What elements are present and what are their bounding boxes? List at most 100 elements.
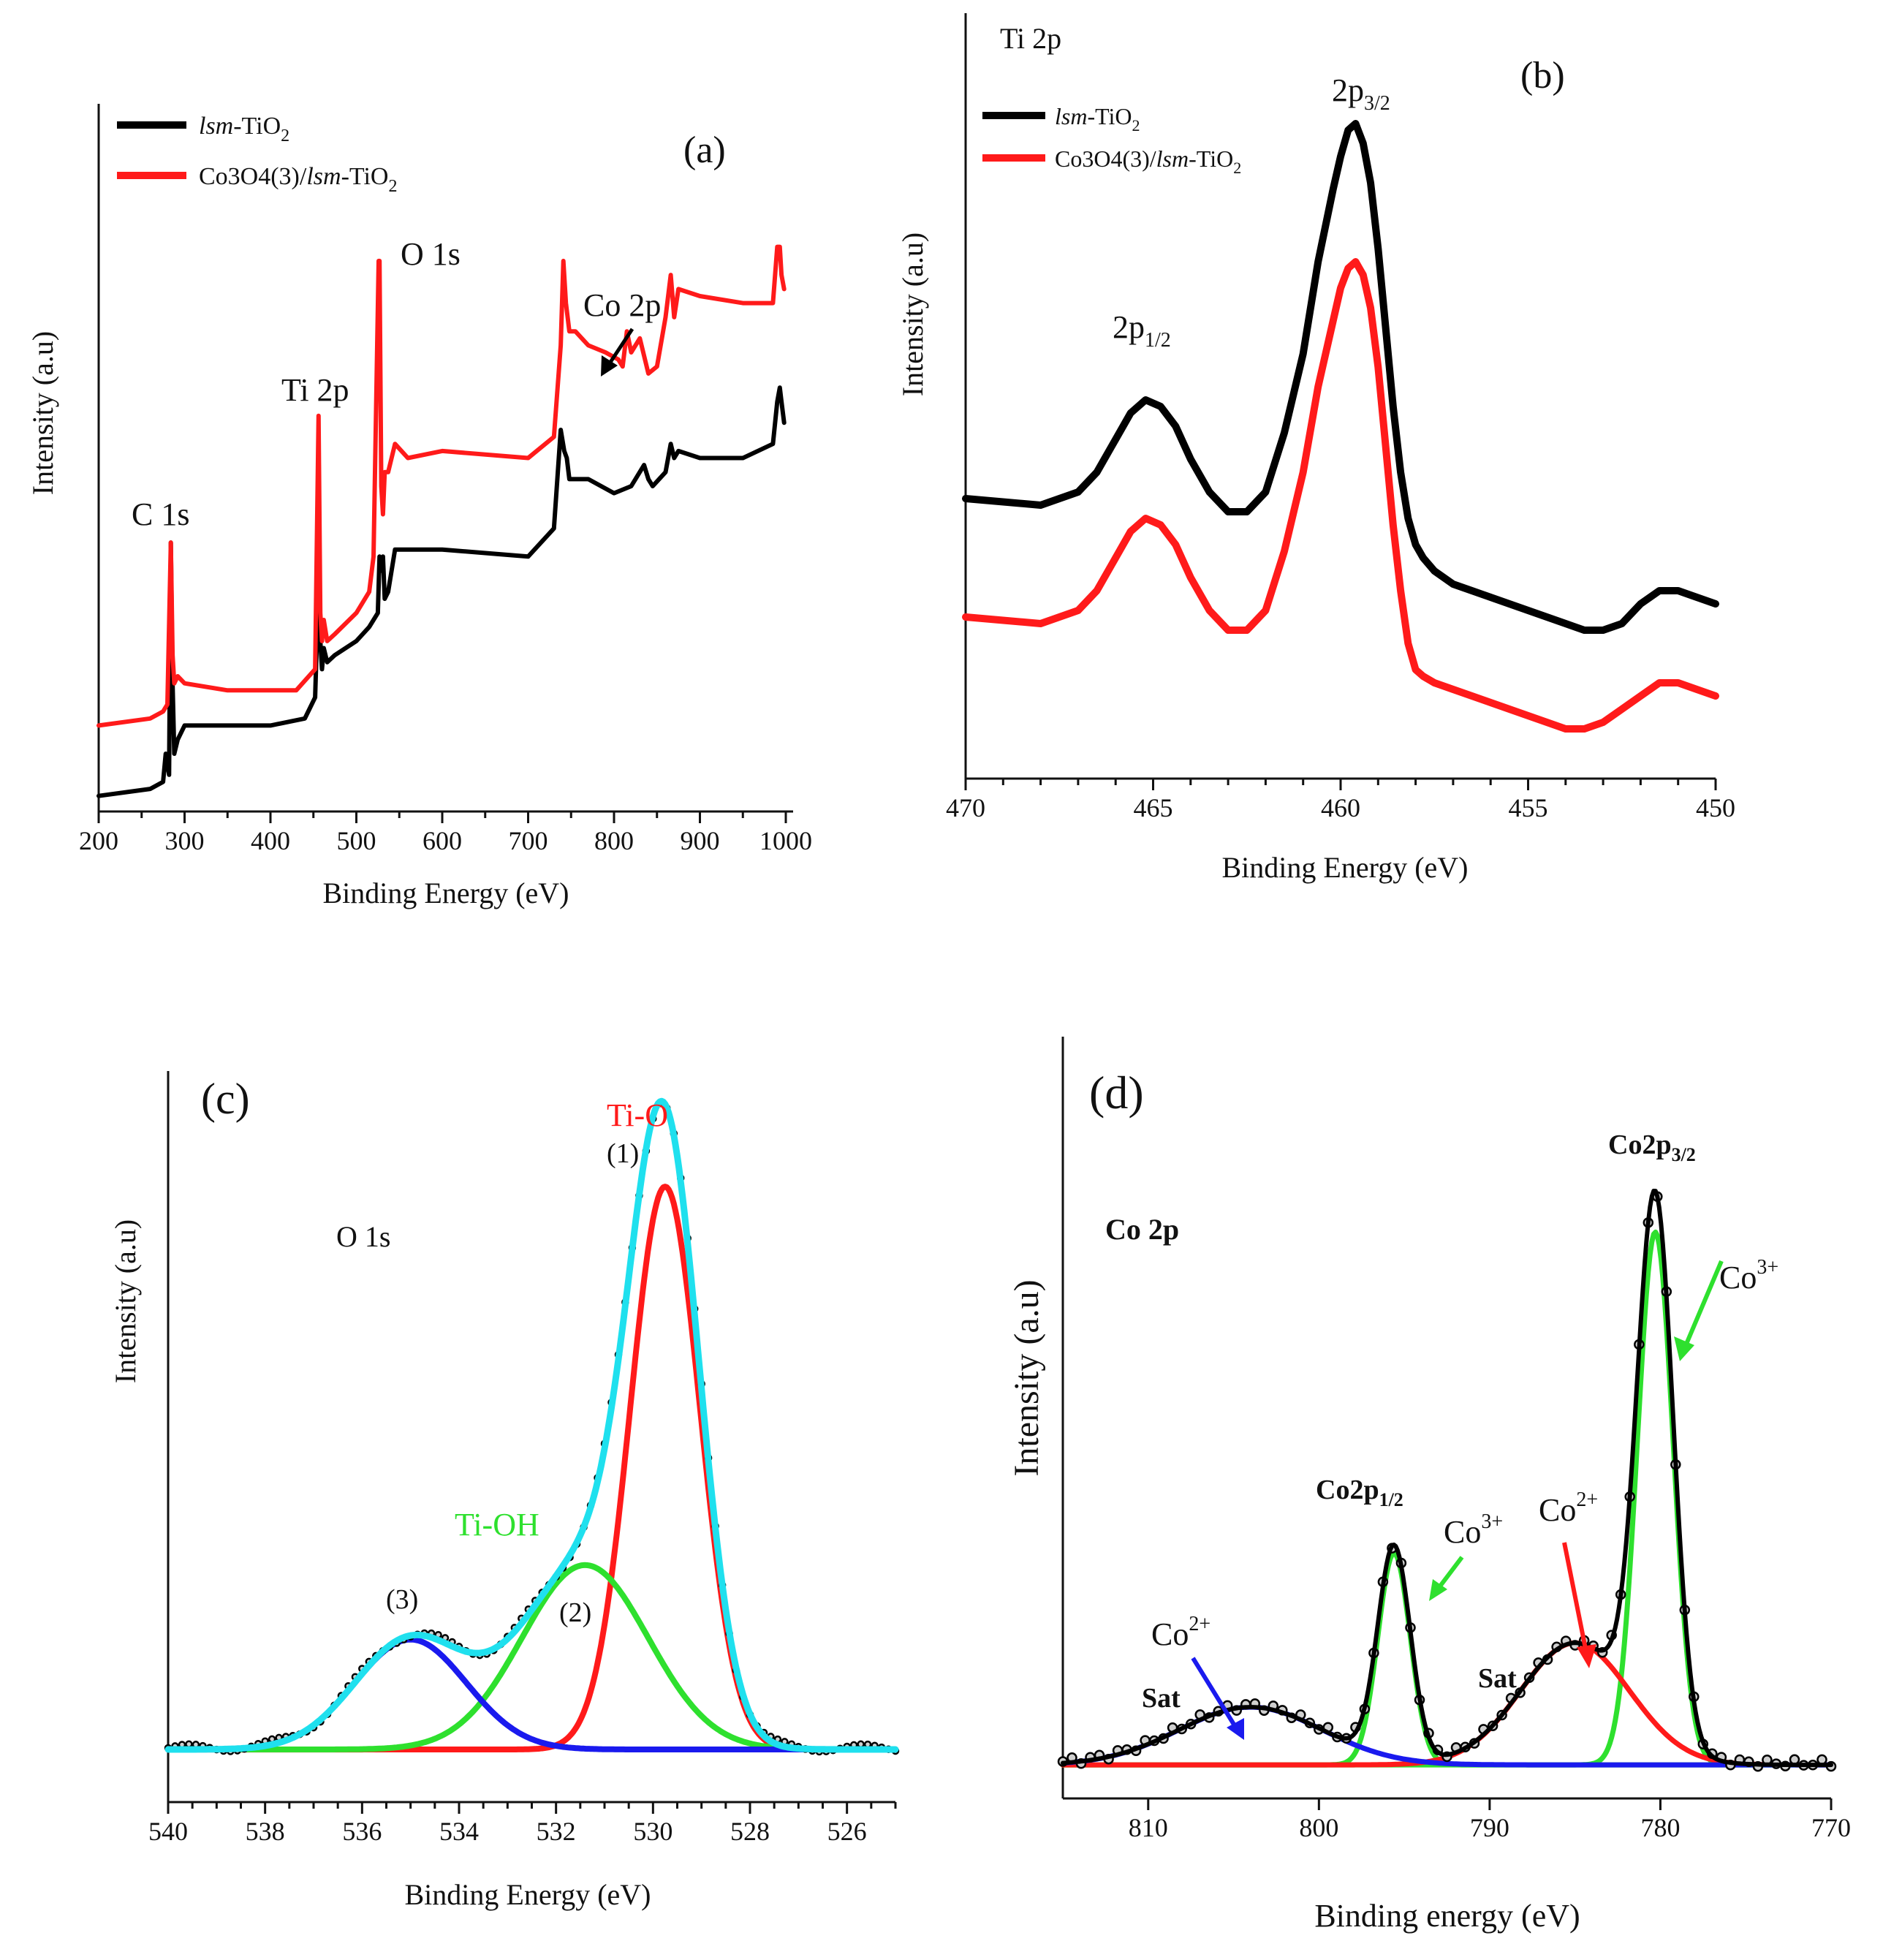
x-tick-label: 538	[246, 1817, 285, 1846]
panel-c-ticks: 540 538 536 534 532 530 528 526	[148, 1802, 897, 1846]
panel-b-legend-label-0: lsm-TiO2	[1055, 103, 1140, 135]
panel-c-label: (c)	[201, 1075, 250, 1123]
panel-b-label: (b)	[1520, 55, 1565, 97]
panel-a-y-label: Intensity (a.u)	[26, 331, 59, 495]
x-tick-label: 770	[1811, 1813, 1851, 1842]
x-tick-label: 450	[1696, 793, 1735, 822]
panel-d-label: (d)	[1089, 1067, 1144, 1119]
x-tick-label: 500	[337, 826, 376, 855]
panel-d-annotation-co2p12: Co2p1/2	[1316, 1475, 1403, 1510]
panel-d-arrow-co3-b-shaft	[1435, 1556, 1464, 1592]
panel-c-annotation-2: (2)	[559, 1597, 591, 1628]
panel-a-legend: lsm-TiO2 Co3O4(3)/lsm-TiO2	[117, 113, 397, 196]
x-tick-label: 800	[594, 826, 634, 855]
x-tick-label: 600	[423, 826, 462, 855]
panel-d-arrow-co3-a-head	[1674, 1336, 1694, 1361]
panel-c-annotation-3: (3)	[386, 1584, 418, 1615]
panel-d-annotation-co2p32: Co2p3/2	[1608, 1130, 1696, 1165]
x-tick-label: 790	[1470, 1813, 1509, 1842]
panel-c-x-label: Binding Energy (eV)	[405, 1878, 651, 1911]
panel-d-arrow-co2-b-shaft	[1191, 1657, 1238, 1728]
panel-d-ticks: 810 800 790 780 770	[1129, 1798, 1851, 1842]
x-tick-label: 536	[342, 1817, 382, 1846]
fit-envelope	[1061, 1189, 1833, 1768]
panel-a-legend-label-1: Co3O4(3)/lsm-TiO2	[199, 163, 397, 196]
fit-envelope	[164, 1097, 899, 1753]
panel-c-y-label: Intensity (a.u)	[109, 1219, 142, 1383]
panel-c-series	[164, 1097, 900, 1756]
panel-c-annotation-1: (1)	[607, 1138, 639, 1169]
panel-a-annotation-o1s: O 1s	[401, 236, 461, 272]
panel-a-annotation-ti2p: Ti 2p	[281, 372, 349, 408]
panel-d-arrow-co2-a-head	[1577, 1644, 1596, 1668]
fit-component-2	[165, 1636, 898, 1753]
panel-d-y-label: Intensity (a.u)	[1007, 1279, 1046, 1476]
series-line-co3o4-lsm-tio2	[962, 258, 1719, 733]
x-tick-label: 400	[251, 826, 290, 855]
panel-d-arrow-co2-a-shaft	[1562, 1542, 1588, 1653]
panel-d: 810 800 790 780 770 (d) Co 2p Binding energy…	[1007, 1037, 1851, 1934]
panel-d-annotation-co3-a: Co3+	[1719, 1256, 1778, 1295]
x-tick-label: 460	[1321, 793, 1360, 822]
x-tick-label: 532	[537, 1817, 576, 1846]
x-tick-label: 528	[730, 1817, 770, 1846]
x-tick-label: 300	[165, 826, 205, 855]
panel-b-y-label: Intensity (a.u)	[896, 232, 929, 396]
panel-b-annotation-2p12: 2p1/2	[1113, 309, 1171, 352]
panel-a-annotation-co2p: Co 2p	[583, 287, 661, 323]
panel-c-annotation-tioh: Ti-OH	[455, 1507, 539, 1543]
panel-d-arrow-co3-b-head	[1429, 1579, 1447, 1601]
panel-c-annotation-tio: Ti-O	[607, 1097, 668, 1133]
x-tick-label: 900	[681, 826, 720, 855]
panel-b-legend-label-1: Co3O4(3)/lsm-TiO2	[1055, 145, 1241, 177]
x-tick-label: 470	[946, 793, 985, 822]
panel-d-title: Co 2p	[1105, 1213, 1179, 1246]
panel-a-series	[96, 244, 787, 798]
panel-b-series	[962, 120, 1719, 733]
panel-d-annotation-co2-a: Co2+	[1539, 1488, 1598, 1528]
fit-component-0	[165, 1184, 898, 1753]
panel-a-annotation-c1s: C 1s	[132, 496, 189, 532]
x-tick-label: 800	[1299, 1813, 1338, 1842]
panel-b-legend: lsm-TiO2 Co3O4(3)/lsm-TiO2	[982, 103, 1241, 177]
panel-b: 470 465 460 455 450 (b) Ti 2p Binding Energy…	[896, 13, 1735, 884]
series-line-lsm-tio2	[962, 120, 1719, 634]
x-tick-label: 1000	[759, 826, 812, 855]
x-tick-label: 810	[1129, 1813, 1168, 1842]
panel-b-x-label: Binding Energy (eV)	[1222, 851, 1469, 884]
x-tick-label: 455	[1509, 793, 1548, 822]
panel-b-title: Ti 2p	[1000, 22, 1061, 55]
panel-d-series	[1057, 1189, 1837, 1772]
panel-a-x-label: Binding Energy (eV)	[323, 877, 569, 909]
panel-d-arrow-co3-a-shaft	[1683, 1260, 1724, 1349]
panel-a-ticks: 200 300 400 500 600 700 800 900 1000	[79, 811, 812, 855]
panel-b-ticks: 470 465 460 455 450	[946, 779, 1735, 822]
panel-d-annotation-co2-b: Co2+	[1151, 1613, 1210, 1652]
x-tick-label: 534	[439, 1817, 479, 1846]
panel-d-x-label: Binding energy (eV)	[1314, 1898, 1580, 1934]
series-line-co3o4-lsm-tio2	[96, 244, 787, 728]
x-tick-label: 700	[509, 826, 548, 855]
panel-d-arrow-co2-b-head	[1227, 1718, 1244, 1740]
fit-component-1	[1060, 1550, 1834, 1768]
panel-a-legend-label-0: lsm-TiO2	[199, 113, 289, 145]
panel-d-annotation-sat-b: Sat	[1142, 1683, 1181, 1714]
panel-a-co2p-arrow-head	[601, 355, 618, 377]
x-tick-label: 780	[1640, 1813, 1680, 1842]
x-tick-label: 526	[827, 1817, 867, 1846]
panel-b-annotation-2p32: 2p3/2	[1332, 72, 1390, 115]
x-tick-label: 200	[79, 826, 118, 855]
fit-component-1	[165, 1562, 898, 1752]
series-line-lsm-tio2	[96, 385, 787, 798]
panel-c: 540 538 536 534 532 530 528 526 (c) O 1s Bindin…	[109, 1071, 900, 1911]
panel-a-label: (a)	[683, 129, 726, 171]
panel-c-title: O 1s	[336, 1220, 390, 1253]
data-point	[1816, 1754, 1827, 1766]
x-tick-label: 530	[633, 1817, 672, 1846]
x-tick-label: 540	[148, 1817, 188, 1846]
panel-a: 200 300 400 500 600 700 800 900 1000 (a) Binding…	[26, 104, 812, 909]
panel-d-annotation-sat-a: Sat	[1478, 1663, 1517, 1694]
panel-d-annotation-co3-b: Co3+	[1444, 1510, 1503, 1550]
x-tick-label: 465	[1134, 793, 1173, 822]
